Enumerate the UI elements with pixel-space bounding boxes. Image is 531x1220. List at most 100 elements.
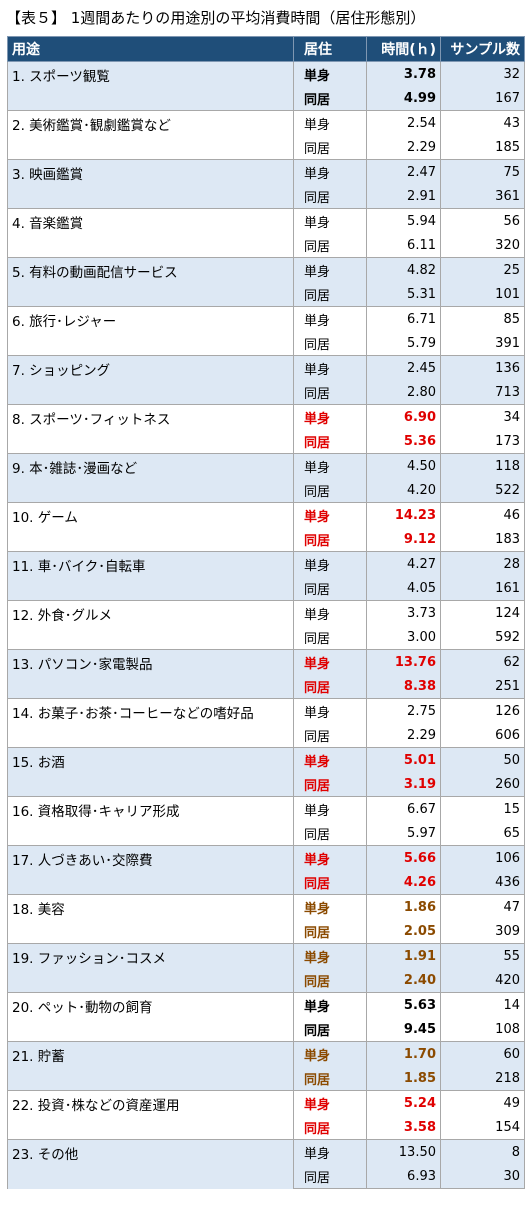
residence-single: 単身 bbox=[293, 1139, 367, 1164]
sample-shared: 108 bbox=[440, 1017, 525, 1042]
usage-label: 13. パソコン･家電製品 bbox=[7, 649, 294, 699]
table-row: 12. 外食･グルメ 単身 3.73 124 bbox=[7, 600, 525, 650]
residence-shared: 同居 bbox=[293, 86, 367, 111]
hours-shared: 5.79 bbox=[366, 331, 441, 356]
hours-shared: 4.05 bbox=[366, 576, 441, 601]
sample-shared: 251 bbox=[440, 674, 525, 699]
table-row: 同居 4.99 167 bbox=[8, 86, 525, 111]
residence-shared: 同居 bbox=[293, 478, 367, 503]
sample-single: 126 bbox=[440, 698, 525, 723]
sample-single: 85 bbox=[440, 306, 525, 331]
sample-shared: 391 bbox=[440, 331, 525, 356]
sample-single: 46 bbox=[440, 502, 525, 527]
sample-single: 15 bbox=[440, 796, 525, 821]
residence-single: 単身 bbox=[293, 453, 367, 478]
residence-single: 単身 bbox=[293, 110, 367, 135]
hours-shared: 2.40 bbox=[366, 968, 441, 993]
table-row: 5. 有料の動画配信サービス 単身 4.82 25 bbox=[7, 257, 525, 307]
residence-shared: 同居 bbox=[293, 1115, 367, 1140]
residence-shared: 同居 bbox=[293, 674, 367, 699]
sample-shared: 606 bbox=[440, 723, 525, 748]
sample-shared: 522 bbox=[440, 478, 525, 503]
residence-single: 単身 bbox=[293, 404, 367, 429]
sample-single: 34 bbox=[440, 404, 525, 429]
residence-single: 単身 bbox=[293, 257, 367, 282]
usage-label: 17. 人づきあい･交際費 bbox=[7, 845, 294, 895]
residence-single: 単身 bbox=[293, 698, 367, 723]
sample-single: 55 bbox=[440, 943, 525, 968]
usage-label: 1. スポーツ観覧 bbox=[7, 61, 294, 111]
table-row: 同居 3.19 260 bbox=[8, 772, 525, 797]
sample-shared: 592 bbox=[440, 625, 525, 650]
sample-shared: 173 bbox=[440, 429, 525, 454]
usage-label: 9. 本･雑誌･漫画など bbox=[7, 453, 294, 503]
table-row: 16. 資格取得･キャリア形成 単身 6.67 15 bbox=[7, 796, 525, 846]
hours-single: 6.90 bbox=[366, 404, 441, 429]
hours-single: 2.45 bbox=[366, 355, 441, 380]
hours-shared: 4.20 bbox=[366, 478, 441, 503]
sample-single: 50 bbox=[440, 747, 525, 772]
table-title: 【表５】 1週間あたりの用途別の平均消費時間（居住形態別） bbox=[6, 9, 426, 27]
sample-single: 62 bbox=[440, 649, 525, 674]
usage-label: 6. 旅行･レジャー bbox=[7, 306, 294, 356]
residence-single: 単身 bbox=[293, 502, 367, 527]
table-row: 19. ファッション･コスメ 単身 1.91 55 bbox=[7, 943, 525, 993]
hours-shared: 6.11 bbox=[366, 233, 441, 258]
hours-single: 1.91 bbox=[366, 943, 441, 968]
hours-single: 6.67 bbox=[366, 796, 441, 821]
table-row: 3. 映画鑑賞 単身 2.47 75 bbox=[7, 159, 525, 209]
table-row: 7. ショッピング 単身 2.45 136 bbox=[7, 355, 525, 405]
usage-label: 19. ファッション･コスメ bbox=[7, 943, 294, 993]
sample-single: 8 bbox=[440, 1139, 525, 1164]
usage-label: 18. 美容 bbox=[7, 894, 294, 944]
usage-label: 12. 外食･グルメ bbox=[7, 600, 294, 650]
sample-shared: 309 bbox=[440, 919, 525, 944]
sample-single: 56 bbox=[440, 208, 525, 233]
table-row: 15. お酒 単身 5.01 50 bbox=[7, 747, 525, 797]
sample-shared: 185 bbox=[440, 135, 525, 160]
hours-shared: 3.58 bbox=[366, 1115, 441, 1140]
residence-shared: 同居 bbox=[293, 184, 367, 209]
table-row: 同居 8.38 251 bbox=[8, 674, 525, 699]
sample-shared: 218 bbox=[440, 1066, 525, 1091]
hours-single: 2.54 bbox=[366, 110, 441, 135]
residence-shared: 同居 bbox=[293, 429, 367, 454]
hours-single: 5.66 bbox=[366, 845, 441, 870]
sample-shared: 161 bbox=[440, 576, 525, 601]
sample-single: 124 bbox=[440, 600, 525, 625]
usage-label: 16. 資格取得･キャリア形成 bbox=[7, 796, 294, 846]
hours-single: 3.78 bbox=[366, 61, 441, 86]
hours-shared: 4.99 bbox=[366, 86, 441, 111]
sample-single: 136 bbox=[440, 355, 525, 380]
residence-single: 単身 bbox=[293, 1090, 367, 1115]
hours-shared: 4.26 bbox=[366, 870, 441, 895]
sample-shared: 101 bbox=[440, 282, 525, 307]
table-row: 18. 美容 単身 1.86 47 bbox=[7, 894, 525, 944]
usage-label: 15. お酒 bbox=[7, 747, 294, 797]
hours-shared: 9.45 bbox=[366, 1017, 441, 1042]
hours-shared: 2.29 bbox=[366, 135, 441, 160]
residence-single: 単身 bbox=[293, 306, 367, 331]
header-residence: 居住 bbox=[293, 36, 367, 62]
sample-single: 75 bbox=[440, 159, 525, 184]
usage-label: 21. 貯蓄 bbox=[7, 1041, 294, 1091]
sample-shared: 320 bbox=[440, 233, 525, 258]
table-row: 同居 2.80 713 bbox=[8, 380, 525, 405]
sample-shared: 361 bbox=[440, 184, 525, 209]
usage-label: 4. 音楽鑑賞 bbox=[7, 208, 294, 258]
residence-single: 単身 bbox=[293, 1041, 367, 1066]
table-row: 同居 4.05 161 bbox=[8, 576, 525, 601]
usage-label: 14. お菓子･お茶･コーヒーなどの嗜好品 bbox=[7, 698, 294, 748]
hours-shared: 2.05 bbox=[366, 919, 441, 944]
sample-single: 14 bbox=[440, 992, 525, 1017]
sample-shared: 436 bbox=[440, 870, 525, 895]
table-row: 同居 4.26 436 bbox=[8, 870, 525, 895]
hours-single: 4.82 bbox=[366, 257, 441, 282]
table-row: 21. 貯蓄 単身 1.70 60 bbox=[7, 1041, 525, 1091]
hours-single: 5.01 bbox=[366, 747, 441, 772]
table-row: 9. 本･雑誌･漫画など 単身 4.50 118 bbox=[7, 453, 525, 503]
residence-single: 単身 bbox=[293, 992, 367, 1017]
hours-single: 3.73 bbox=[366, 600, 441, 625]
residence-single: 単身 bbox=[293, 600, 367, 625]
hours-shared: 9.12 bbox=[366, 527, 441, 552]
